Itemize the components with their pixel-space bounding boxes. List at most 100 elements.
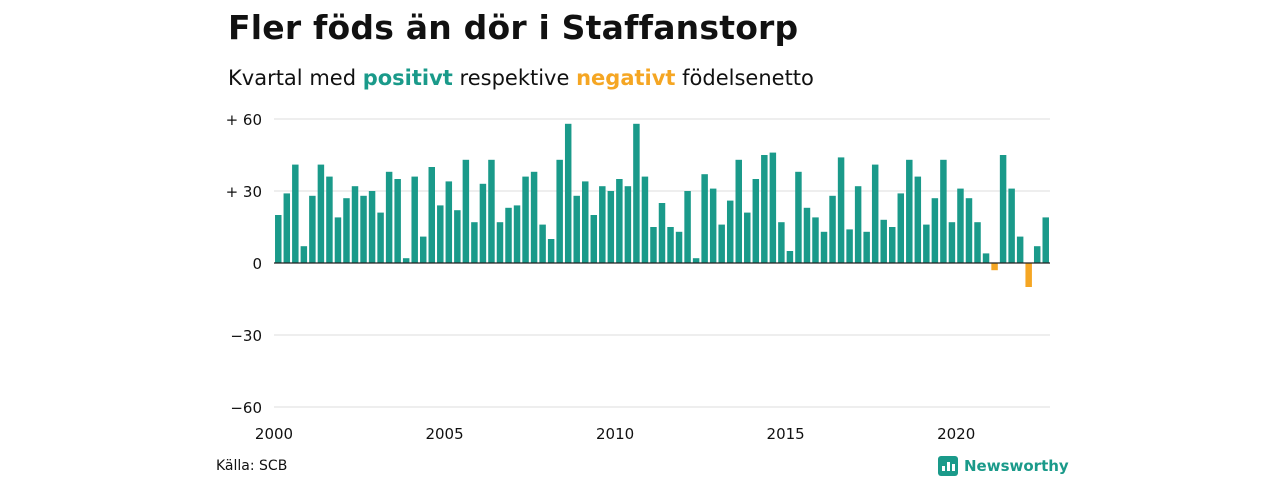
bar (650, 227, 657, 263)
bar (871, 164, 879, 263)
bar (599, 186, 606, 263)
bar (709, 188, 717, 263)
bar (854, 186, 862, 263)
bar (590, 215, 598, 263)
bar (368, 191, 376, 263)
bar (914, 176, 922, 263)
bar (454, 210, 461, 263)
bar (684, 191, 691, 263)
bar (292, 164, 299, 263)
bar (582, 181, 589, 263)
brand-name: Newsworthy (964, 457, 1069, 475)
bar (999, 155, 1007, 263)
bar (573, 195, 580, 263)
bar (812, 217, 819, 263)
bar (786, 251, 794, 263)
source-note: Källa: SCB (216, 458, 288, 474)
bar (462, 159, 470, 263)
bar (906, 159, 913, 263)
bar (948, 222, 956, 263)
bar (761, 155, 768, 263)
bar (718, 224, 725, 263)
bar (496, 222, 504, 263)
x-tick-label: 2010 (596, 425, 634, 443)
bar (667, 227, 674, 263)
bar (897, 193, 905, 263)
bar (419, 236, 427, 263)
bar (940, 159, 947, 263)
bar (752, 179, 760, 263)
bar (385, 171, 393, 263)
bar (607, 191, 615, 263)
bar (505, 207, 512, 263)
subtitle-suffix: födelsenetto (682, 66, 814, 90)
y-tick-label: + 60 (226, 111, 262, 129)
bar (829, 195, 836, 263)
subtitle-negative: negativt (576, 66, 676, 90)
subtitle-prefix: Kvartal med (228, 66, 357, 90)
bar (658, 203, 666, 263)
bar (701, 174, 708, 263)
subtitle-middle: respektive (459, 66, 570, 90)
bar (317, 164, 325, 263)
bar (846, 229, 853, 263)
bar (522, 176, 529, 263)
y-tick-label: −60 (230, 399, 262, 417)
bar (1025, 263, 1032, 287)
bar (300, 246, 308, 263)
bar (1042, 217, 1049, 263)
bar (923, 224, 930, 263)
bar (326, 176, 333, 263)
bar (445, 181, 453, 263)
newsworthy-logo-icon (938, 456, 958, 476)
bar (931, 198, 939, 263)
bar (991, 263, 998, 271)
bar (624, 186, 632, 263)
bar (675, 231, 683, 263)
bar (769, 152, 777, 263)
bar (471, 222, 478, 263)
bar (283, 193, 291, 263)
bar (539, 224, 546, 263)
bar (1033, 246, 1041, 263)
bar (641, 176, 649, 263)
y-tick-label: 0 (252, 255, 262, 273)
bar (744, 212, 751, 263)
bar (616, 179, 623, 263)
bar (564, 123, 572, 263)
bar (488, 159, 495, 263)
bar (437, 205, 444, 263)
bar (837, 157, 845, 263)
bar (726, 200, 734, 263)
bar (957, 188, 964, 263)
bar (735, 159, 742, 263)
bar (334, 217, 342, 263)
bar (513, 205, 521, 263)
bar (556, 159, 563, 263)
bar (803, 207, 811, 263)
bar (880, 219, 887, 263)
bar (1008, 188, 1015, 263)
y-tick-label: + 30 (226, 183, 262, 201)
bar (351, 186, 359, 263)
bar (692, 258, 700, 263)
bar (633, 123, 640, 263)
bar (479, 183, 487, 263)
bar (982, 253, 990, 263)
bar (275, 215, 282, 263)
bar (965, 198, 973, 263)
bar (343, 198, 350, 263)
bar (974, 222, 981, 263)
subtitle-positive: positivt (362, 66, 453, 90)
chart-subtitle: Kvartal med positivt respektive negativt… (228, 66, 814, 90)
bar (309, 195, 316, 263)
y-tick-label: −30 (230, 327, 262, 345)
x-tick-label: 2020 (937, 425, 975, 443)
x-tick-label: 2015 (767, 425, 805, 443)
bar (394, 179, 401, 263)
bar (1016, 236, 1024, 263)
newsworthy-logo: Newsworthy (938, 456, 1069, 476)
bar (360, 195, 367, 263)
bar (795, 171, 802, 263)
bar (402, 258, 410, 263)
